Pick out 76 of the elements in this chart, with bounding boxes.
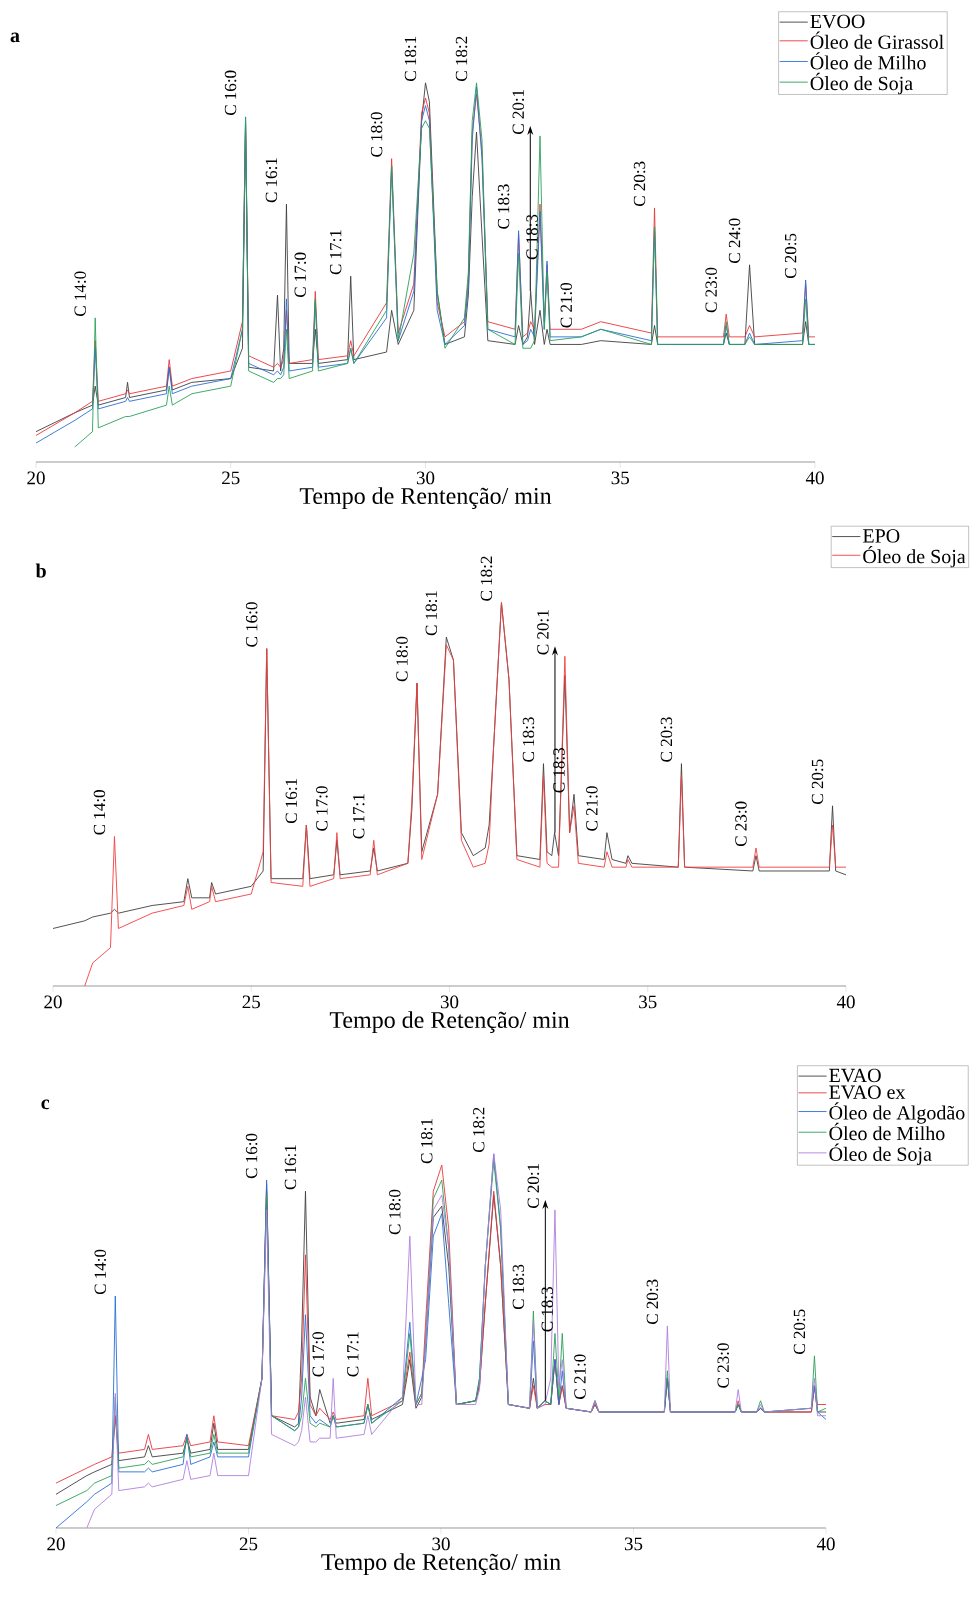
x-tick-label: 40 <box>805 471 824 485</box>
chart-title: a <box>10 32 20 43</box>
annotation: C 18:0 <box>389 1189 401 1235</box>
chart-title: b <box>35 563 46 578</box>
annotation: C 16:0 <box>224 70 237 116</box>
annotation: C 20:1 <box>512 89 525 135</box>
annotation: C 16:1 <box>284 1145 297 1190</box>
legend-label: Óleo de Soja <box>810 72 913 95</box>
x-tick-label: 25 <box>242 995 260 1009</box>
x-axis-title: Tempo de Retenção/ min <box>329 1011 570 1033</box>
annotation: C 18:1 <box>425 591 438 636</box>
legend-label: EPO <box>862 529 900 543</box>
annotation: C 21:0 <box>586 786 598 831</box>
x-tick-label: 20 <box>27 471 45 485</box>
annotation: C 18:3 <box>526 214 538 260</box>
x-tick-label: 30 <box>440 995 459 1009</box>
x-axis-title: Tempo de Rentenção/ min <box>299 487 552 509</box>
annotation: C 20:5 <box>784 233 797 279</box>
annotation: C 18:3 <box>512 1264 525 1310</box>
x-axis-title: Tempo de Retenção/ min <box>321 1553 561 1575</box>
annotation: C 16:1 <box>285 779 298 824</box>
x-tick-label: 30 <box>432 1537 450 1551</box>
annotation: C 17:0 <box>294 252 307 298</box>
annotation: C 17:1 <box>353 794 365 839</box>
x-tick-label: 35 <box>639 995 657 1009</box>
annotation: C 18:0 <box>396 636 408 682</box>
legend-label: Óleo de Soja <box>863 545 966 568</box>
x-tick-label: 40 <box>816 1537 835 1551</box>
x-tick-label: 25 <box>239 1537 258 1551</box>
annotation: C 18:2 <box>455 36 468 81</box>
legend-label: EVOO <box>810 14 865 29</box>
annotation: C 23:0 <box>717 1343 729 1388</box>
annotation: C 24:0 <box>728 218 741 263</box>
annotation: C 21:0 <box>560 282 573 328</box>
annotation: C 17:0 <box>312 1331 324 1377</box>
annotation: C 20:3 <box>660 717 673 762</box>
annotation: C 23:0 <box>705 267 717 313</box>
annotation: C 18:0 <box>370 112 383 157</box>
x-tick-label: 25 <box>222 471 240 485</box>
x-tick-label: 35 <box>611 471 629 485</box>
legend-label: Óleo de Girassol <box>810 31 944 49</box>
annotation: C 14:0 <box>94 1249 107 1295</box>
annotation: C 14:0 <box>93 790 106 835</box>
annotation: C 16:1 <box>265 158 278 203</box>
x-tick-label: 30 <box>416 471 435 485</box>
annotation: C 18:3 <box>553 747 565 793</box>
annotation: C 18:1 <box>420 1119 433 1164</box>
annotation: C 14:0 <box>74 271 86 317</box>
annotation: C 20:5 <box>811 759 824 804</box>
annotation: C 18:2 <box>480 556 493 601</box>
annotation: C 18:1 <box>404 36 417 81</box>
annotation: C 16:0 <box>245 1133 258 1179</box>
legend-label: Óleo de Milho <box>810 52 926 70</box>
annotation: C 20:1 <box>537 610 549 655</box>
annotation: C 20:5 <box>793 1309 806 1354</box>
annotation: C 17:0 <box>316 786 328 831</box>
legend-label: EVAO ex <box>829 1085 906 1100</box>
annotation: C 17:1 <box>347 1332 359 1377</box>
annotation: C 18:3 <box>497 184 510 229</box>
legend-label: Óleo de Soja <box>829 1143 932 1165</box>
annotation: C 20:3 <box>633 161 646 207</box>
annotation: C 21:0 <box>574 1354 586 1399</box>
annotation: C 18:3 <box>541 1287 554 1332</box>
chart-title: c <box>41 1099 50 1110</box>
x-tick-label: 20 <box>44 995 62 1009</box>
x-tick-label: 20 <box>47 1537 65 1551</box>
annotation: C 17:1 <box>329 230 342 275</box>
annotation: C 20:1 <box>527 1163 540 1209</box>
annotation: C 20:3 <box>646 1279 659 1325</box>
annotation: C 18:2 <box>472 1107 485 1152</box>
legend-label: EVAO <box>829 1068 881 1083</box>
x-tick-label: 35 <box>624 1537 643 1551</box>
annotation: C 23:0 <box>735 801 747 847</box>
x-tick-label: 40 <box>836 995 855 1009</box>
annotation: C 16:0 <box>245 602 258 647</box>
annotation: C 18:3 <box>522 717 535 762</box>
